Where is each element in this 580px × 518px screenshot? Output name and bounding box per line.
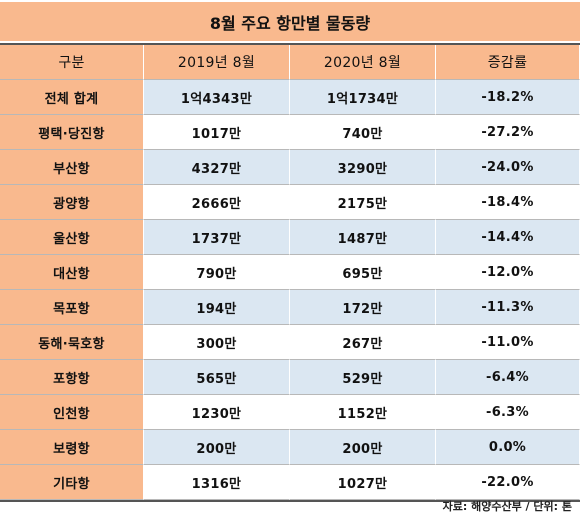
row-label: 기타항 (0, 465, 144, 500)
value-2020: 695만 (290, 255, 436, 290)
header-category: 구분 (0, 45, 144, 80)
value-2019: 565만 (144, 360, 290, 395)
value-2020: 267만 (290, 325, 436, 360)
row-label: 평택·당진항 (0, 115, 144, 150)
value-2019: 200만 (144, 430, 290, 465)
change-rate: -22.0% (436, 465, 580, 500)
value-2019: 790만 (144, 255, 290, 290)
row-label: 인천항 (0, 395, 144, 430)
header-2019: 2019년 8월 (144, 45, 290, 80)
row-label: 보령항 (0, 430, 144, 465)
value-2019: 1억4343만 (144, 80, 290, 115)
change-rate: -6.3% (436, 395, 580, 430)
row-label: 목포항 (0, 290, 144, 325)
change-rate: -11.0% (436, 325, 580, 360)
row-label: 부산항 (0, 150, 144, 185)
change-rate: -27.2% (436, 115, 580, 150)
change-rate: -12.0% (436, 255, 580, 290)
row-label: 동해·묵호항 (0, 325, 144, 360)
row-label: 대산항 (0, 255, 144, 290)
change-rate: -24.0% (436, 150, 580, 185)
value-2020: 740만 (290, 115, 436, 150)
value-2019: 2666만 (144, 185, 290, 220)
value-2020: 1027만 (290, 465, 436, 500)
change-rate: -6.4% (436, 360, 580, 395)
row-label: 포항항 (0, 360, 144, 395)
change-rate: -18.2% (436, 80, 580, 115)
value-2019: 1737만 (144, 220, 290, 255)
header-change: 증감률 (436, 45, 580, 80)
change-rate: -11.3% (436, 290, 580, 325)
value-2020: 200만 (290, 430, 436, 465)
change-rate: -14.4% (436, 220, 580, 255)
value-2019: 194만 (144, 290, 290, 325)
value-2019: 1316만 (144, 465, 290, 500)
value-2019: 1017만 (144, 115, 290, 150)
value-2019: 300만 (144, 325, 290, 360)
value-2019: 1230만 (144, 395, 290, 430)
row-label: 울산항 (0, 220, 144, 255)
source-note: 자료: 해양수산부 / 단위: 톤 (442, 500, 572, 513)
change-rate: 0.0% (436, 430, 580, 465)
row-label: 광양항 (0, 185, 144, 220)
value-2019: 4327만 (144, 150, 290, 185)
row-label: 전체 합계 (0, 80, 144, 115)
value-2020: 1152만 (290, 395, 436, 430)
table-title: 8월 주요 항만별 물동량 (0, 2, 580, 41)
port-cargo-table: 구분 2019년 8월 2020년 8월 증감률 전체 합계 1억4343만 1억1… (0, 43, 580, 502)
value-2020: 1억1734만 (290, 80, 436, 115)
value-2020: 529만 (290, 360, 436, 395)
value-2020: 2175만 (290, 185, 436, 220)
header-2020: 2020년 8월 (290, 45, 436, 80)
value-2020: 172만 (290, 290, 436, 325)
value-2020: 3290만 (290, 150, 436, 185)
value-2020: 1487만 (290, 220, 436, 255)
change-rate: -18.4% (436, 185, 580, 220)
